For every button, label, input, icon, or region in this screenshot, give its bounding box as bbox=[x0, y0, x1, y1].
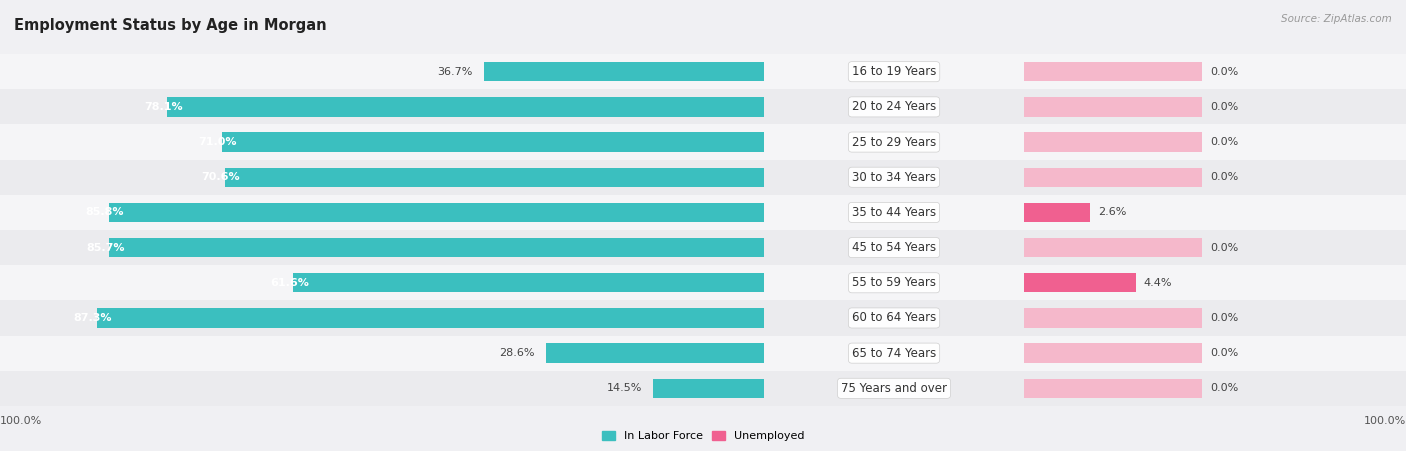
Bar bbox=[1024, 54, 1406, 89]
Text: 0.0%: 0.0% bbox=[1211, 172, 1239, 182]
Bar bbox=[225, 168, 763, 187]
Text: 4.4%: 4.4% bbox=[1143, 278, 1173, 288]
Text: 0.0%: 0.0% bbox=[1211, 383, 1239, 393]
Bar bbox=[0, 54, 763, 89]
Bar bbox=[0, 195, 763, 230]
Bar bbox=[763, 336, 1024, 371]
Text: 0.0%: 0.0% bbox=[1211, 67, 1239, 77]
Text: 60 to 64 Years: 60 to 64 Years bbox=[852, 312, 936, 324]
Bar bbox=[294, 273, 763, 292]
Bar bbox=[1024, 168, 1202, 187]
Bar bbox=[1024, 300, 1406, 336]
Bar bbox=[1024, 308, 1202, 327]
Bar bbox=[0, 336, 763, 371]
Text: 65 to 74 Years: 65 to 74 Years bbox=[852, 347, 936, 359]
Bar bbox=[0, 371, 763, 406]
Bar bbox=[1024, 344, 1202, 363]
Text: 20 to 24 Years: 20 to 24 Years bbox=[852, 101, 936, 113]
Bar bbox=[1024, 97, 1202, 116]
Text: 36.7%: 36.7% bbox=[437, 67, 472, 77]
Bar bbox=[654, 379, 763, 398]
Text: 100.0%: 100.0% bbox=[1364, 416, 1406, 427]
Text: 0.0%: 0.0% bbox=[1211, 137, 1239, 147]
Text: 0.0%: 0.0% bbox=[1211, 348, 1239, 358]
Bar bbox=[0, 300, 763, 336]
Text: 25 to 29 Years: 25 to 29 Years bbox=[852, 136, 936, 148]
Text: 0.0%: 0.0% bbox=[1211, 313, 1239, 323]
Text: 70.6%: 70.6% bbox=[201, 172, 240, 182]
Bar bbox=[1024, 89, 1406, 124]
Bar bbox=[1024, 371, 1406, 406]
Bar bbox=[763, 265, 1024, 300]
Bar bbox=[1024, 230, 1406, 265]
Bar bbox=[763, 54, 1024, 89]
Text: 30 to 34 Years: 30 to 34 Years bbox=[852, 171, 936, 184]
Bar bbox=[546, 344, 763, 363]
Bar bbox=[1024, 336, 1406, 371]
Text: 0.0%: 0.0% bbox=[1211, 102, 1239, 112]
Bar bbox=[167, 97, 763, 116]
Text: 78.1%: 78.1% bbox=[143, 102, 183, 112]
Bar bbox=[1024, 160, 1406, 195]
Bar bbox=[222, 133, 763, 152]
Bar bbox=[1024, 62, 1202, 81]
Text: 14.5%: 14.5% bbox=[606, 383, 643, 393]
Text: 16 to 19 Years: 16 to 19 Years bbox=[852, 65, 936, 78]
Text: 45 to 54 Years: 45 to 54 Years bbox=[852, 241, 936, 254]
Bar bbox=[1024, 265, 1406, 300]
Bar bbox=[763, 89, 1024, 124]
Text: 85.8%: 85.8% bbox=[86, 207, 124, 217]
Bar bbox=[484, 62, 763, 81]
Text: 71.0%: 71.0% bbox=[198, 137, 236, 147]
Bar bbox=[1024, 379, 1202, 398]
Bar bbox=[763, 371, 1024, 406]
Text: 75 Years and over: 75 Years and over bbox=[841, 382, 948, 395]
Bar bbox=[763, 124, 1024, 160]
Text: 2.6%: 2.6% bbox=[1098, 207, 1126, 217]
Bar bbox=[0, 160, 763, 195]
Text: 87.3%: 87.3% bbox=[75, 313, 112, 323]
Text: 100.0%: 100.0% bbox=[0, 416, 42, 427]
Bar bbox=[0, 230, 763, 265]
Bar bbox=[108, 203, 763, 222]
Bar bbox=[763, 195, 1024, 230]
Bar bbox=[1024, 203, 1090, 222]
Legend: In Labor Force, Unemployed: In Labor Force, Unemployed bbox=[598, 426, 808, 446]
Bar bbox=[763, 300, 1024, 336]
Bar bbox=[763, 160, 1024, 195]
Bar bbox=[110, 238, 763, 257]
Text: 35 to 44 Years: 35 to 44 Years bbox=[852, 206, 936, 219]
Bar bbox=[97, 308, 763, 327]
Text: Source: ZipAtlas.com: Source: ZipAtlas.com bbox=[1281, 14, 1392, 23]
Text: 28.6%: 28.6% bbox=[499, 348, 534, 358]
Text: 0.0%: 0.0% bbox=[1211, 243, 1239, 253]
Text: Employment Status by Age in Morgan: Employment Status by Age in Morgan bbox=[14, 18, 326, 33]
Bar bbox=[1024, 124, 1406, 160]
Bar bbox=[763, 230, 1024, 265]
Bar bbox=[1024, 195, 1406, 230]
Text: 61.6%: 61.6% bbox=[270, 278, 309, 288]
Bar bbox=[1024, 133, 1202, 152]
Bar bbox=[0, 124, 763, 160]
Bar bbox=[1024, 238, 1202, 257]
Text: 85.7%: 85.7% bbox=[86, 243, 125, 253]
Bar bbox=[1024, 273, 1136, 292]
Text: 55 to 59 Years: 55 to 59 Years bbox=[852, 276, 936, 289]
Bar bbox=[0, 265, 763, 300]
Bar bbox=[0, 89, 763, 124]
